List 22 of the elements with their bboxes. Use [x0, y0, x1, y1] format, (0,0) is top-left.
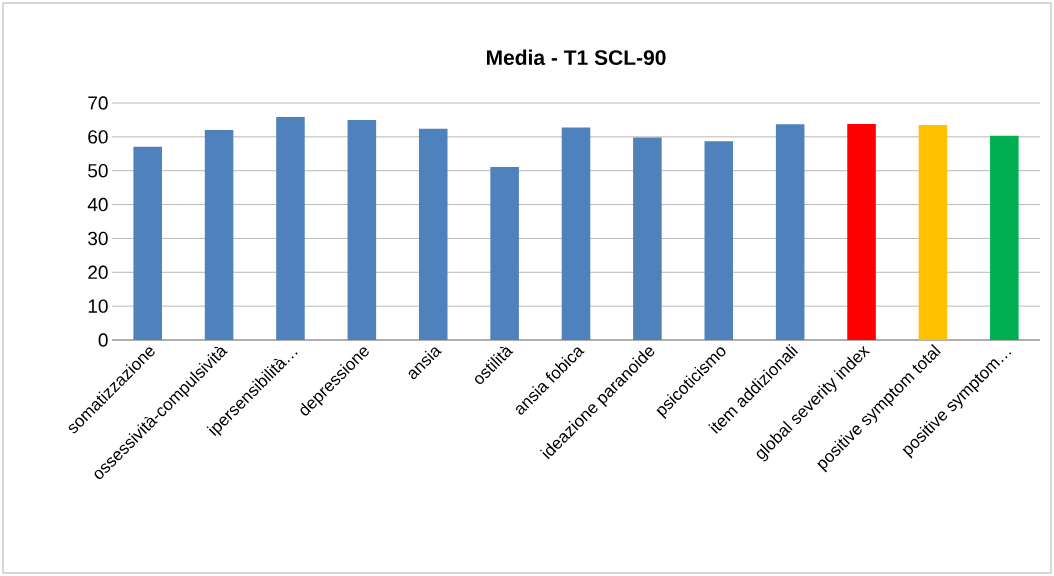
bar	[704, 141, 734, 340]
chart-title: Media - T1 SCL-90	[486, 49, 666, 66]
bar	[561, 127, 591, 340]
bar	[133, 146, 162, 340]
bar	[276, 116, 305, 340]
y-tick-label: 10	[88, 299, 108, 313]
bar	[418, 128, 448, 340]
y-tick-label: 60	[88, 130, 108, 144]
bar	[775, 124, 805, 340]
bar	[633, 137, 662, 340]
y-tick-label: 0	[98, 333, 108, 347]
bar	[204, 130, 234, 340]
y-tick-label: 70	[88, 96, 108, 110]
bar	[918, 125, 948, 340]
y-tick-label: 40	[87, 197, 108, 212]
y-tick-label: 30	[88, 231, 108, 246]
bar	[847, 123, 876, 340]
bar	[347, 119, 377, 340]
bar	[990, 135, 1019, 340]
y-tick-label: 50	[88, 163, 108, 178]
bar	[490, 166, 519, 340]
y-tick-label: 20	[88, 265, 108, 280]
